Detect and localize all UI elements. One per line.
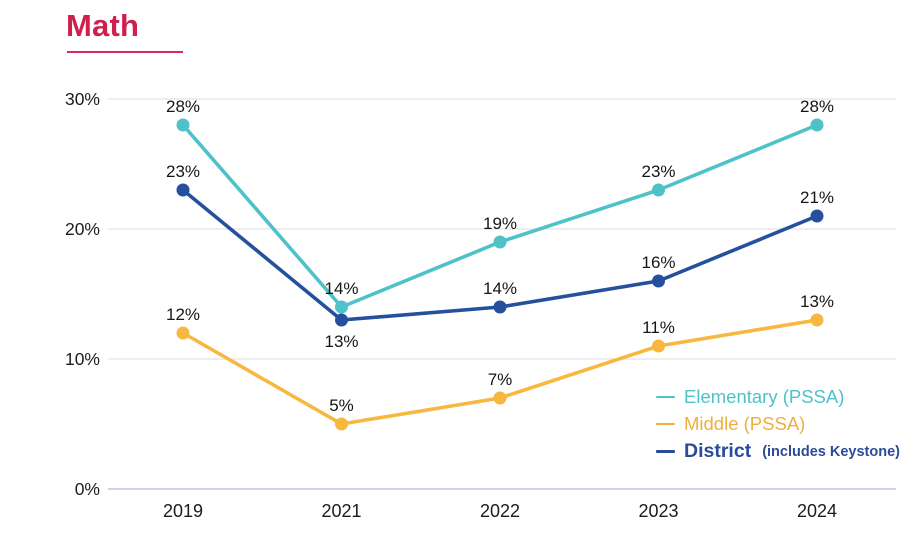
data-label: 14% [483,279,517,298]
data-label: 19% [483,214,517,233]
data-label: 23% [641,162,675,181]
data-point-district-includes-keystone-2019 [176,183,190,197]
legend-line-icon [656,422,675,426]
data-label: 13% [800,292,834,311]
data-point-middle-pssa-2021 [335,417,348,431]
legend-label: Elementary (PSSA) [684,386,845,407]
data-point-district-includes-keystone-2024 [810,209,824,223]
data-label: 23% [166,162,200,181]
data-point-district-includes-keystone-2021 [335,313,348,327]
x-axis-tick-label: 2021 [321,501,361,521]
page-title: Math [66,8,140,43]
data-label: 28% [166,97,200,116]
data-label: 12% [166,305,200,324]
y-axis-tick-label: 20% [65,219,100,239]
x-axis-tick-label: 2019 [163,501,203,521]
chart-legend: Elementary (PSSA) Middle (PSSA) District… [656,386,900,463]
data-point-middle-pssa-2023 [652,339,665,353]
legend-label: Middle (PSSA) [684,413,806,434]
title-underline [67,51,183,53]
y-axis-tick-label: 0% [75,479,100,499]
data-point-elementary-pssa-2021 [335,300,348,314]
data-label: 5% [329,396,354,415]
legend-item-elementary: Elementary (PSSA) [656,386,900,408]
data-label: 13% [324,332,358,351]
data-point-district-includes-keystone-2022 [493,300,507,314]
y-axis-tick-label: 30% [65,89,100,109]
x-axis-tick-label: 2024 [797,501,837,521]
data-point-elementary-pssa-2023 [652,183,665,197]
legend-line-icon [656,395,675,399]
data-point-middle-pssa-2024 [810,313,824,327]
data-label: 11% [642,318,675,337]
legend-sublabel: (includes Keystone) [762,443,900,460]
data-label: 16% [641,253,675,272]
x-axis-tick-label: 2022 [480,501,520,521]
data-point-elementary-pssa-2022 [493,235,507,249]
data-point-middle-pssa-2022 [493,391,507,405]
y-axis-tick-label: 10% [65,349,100,369]
data-point-elementary-pssa-2019 [176,118,190,132]
data-point-elementary-pssa-2024 [810,118,824,132]
data-label: 7% [488,370,513,389]
data-point-district-includes-keystone-2023 [652,274,665,288]
legend-label: District [684,440,752,462]
data-point-middle-pssa-2019 [176,326,190,340]
x-axis-tick-label: 2023 [638,501,678,521]
data-label: 21% [800,188,834,207]
data-label: 14% [324,279,358,298]
legend-item-district: District (includes Keystone) [656,440,900,463]
legend-line-icon [656,450,675,453]
data-label: 28% [800,97,834,116]
legend-item-middle: Middle (PSSA) [656,413,900,435]
